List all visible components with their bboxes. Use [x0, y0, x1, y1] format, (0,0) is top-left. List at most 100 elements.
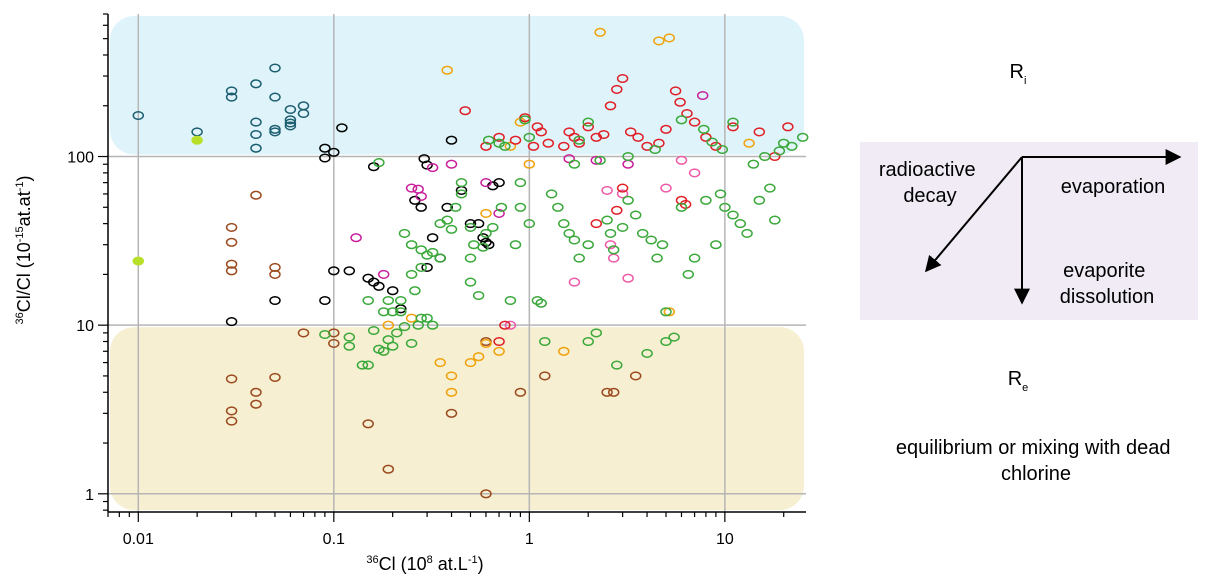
point-s8-77: [636, 228, 649, 238]
point-s0-17: [297, 108, 310, 119]
point-s8-56: [523, 219, 536, 229]
point-s7-24: [669, 86, 682, 96]
point-s8-85: [675, 202, 688, 212]
point-s8-101: [773, 146, 786, 156]
point-s8-69: [590, 328, 603, 338]
point-s7-39: [493, 336, 505, 347]
point-s2-21: [514, 387, 527, 397]
point-s7-16: [604, 101, 617, 111]
point-s0-12: [284, 104, 297, 115]
point-s8-2: [343, 341, 356, 351]
point-s8-93: [734, 219, 747, 229]
point-s8-104: [727, 117, 739, 127]
point-s6-10: [504, 141, 517, 151]
point-s8-49: [495, 202, 508, 212]
point-s8-11: [391, 328, 403, 338]
point-s6-2: [434, 358, 446, 368]
point-s8-80: [651, 253, 663, 263]
point-s8-88: [700, 195, 712, 205]
point-s8-92: [727, 210, 739, 220]
point-s2-9: [225, 416, 238, 426]
point-s3-2: [319, 295, 331, 306]
point-s8-40: [464, 253, 477, 263]
point-s8-36: [449, 202, 462, 212]
point-s8-27: [409, 286, 421, 296]
point-s8-46: [482, 135, 495, 145]
point-s0-9: [269, 92, 281, 102]
point-s7-35: [611, 205, 623, 215]
point-s0-3: [225, 92, 238, 102]
point-s8-22: [386, 307, 399, 317]
point-s2-6: [269, 269, 281, 279]
point-s8-39: [464, 222, 477, 232]
point-s7-38: [679, 199, 692, 209]
point-s8-114: [573, 135, 585, 145]
point-s7-5: [527, 141, 540, 151]
point-s5-5: [616, 189, 629, 199]
point-s3-3: [328, 266, 340, 276]
process-diagram: Ri radioactive decay evaporation evapori…: [860, 61, 1198, 485]
label-equilibrium: equilibrium or mixing with dead chlorine: [896, 437, 1176, 485]
point-s5-4: [607, 253, 620, 263]
point-s3-29: [482, 240, 495, 250]
point-s8-70: [601, 215, 613, 225]
x-tick-label-10: 10: [716, 531, 734, 548]
point-s1-1: [132, 256, 145, 266]
point-s8-82: [660, 307, 672, 317]
point-s7-26: [681, 108, 693, 119]
point-s2-4: [250, 190, 262, 200]
point-s8-100: [796, 132, 809, 142]
point-s8-51: [504, 295, 517, 306]
point-s7-34: [590, 219, 603, 229]
point-s7-19: [624, 127, 637, 137]
point-s8-4: [362, 360, 374, 370]
data-points: [132, 27, 809, 499]
point-s5-9: [688, 168, 701, 178]
point-s7-1: [480, 141, 492, 151]
point-s8-81: [656, 240, 669, 250]
x-tick-label-0.01: 0.01: [123, 531, 154, 548]
point-s8-29: [415, 262, 427, 272]
point-s8-45: [480, 228, 492, 238]
point-s8-12: [395, 307, 407, 317]
point-s8-25: [405, 240, 418, 250]
point-s8-78: [641, 348, 653, 358]
point-s8-65: [568, 235, 581, 245]
point-s0-15: [284, 121, 297, 131]
point-s7-25: [674, 97, 686, 107]
point-s5-6: [622, 273, 634, 283]
point-s3-22: [441, 202, 453, 212]
point-s2-0: [225, 222, 238, 232]
point-s8-24: [398, 228, 411, 238]
point-s7-13: [582, 122, 594, 132]
point-s1-0: [191, 135, 203, 145]
point-s4-7: [480, 178, 492, 188]
arrow-radioactive-decay: [924, 156, 1023, 273]
point-s6-12: [523, 159, 536, 169]
point-s8-63: [558, 219, 570, 229]
point-s3-7: [336, 123, 348, 133]
point-s8-1: [343, 332, 356, 342]
point-s8-95: [753, 195, 766, 205]
point-s2-12: [269, 372, 281, 382]
point-s6-9: [493, 346, 505, 356]
point-s3-1: [269, 295, 281, 306]
point-s7-2: [493, 132, 505, 142]
point-s6-4: [445, 387, 458, 397]
point-s8-90: [714, 189, 727, 199]
point-s2-11: [250, 399, 262, 409]
point-s8-112: [622, 151, 634, 162]
point-s8-44: [477, 242, 489, 252]
point-s7-36: [616, 183, 629, 193]
point-s8-50: [499, 141, 511, 151]
point-s6-13: [558, 346, 570, 356]
point-s8-103: [747, 159, 760, 169]
point-s0-11: [269, 127, 281, 137]
point-s5-3: [604, 240, 617, 250]
point-s3-19: [421, 262, 433, 272]
point-s3-20: [426, 233, 439, 243]
point-s8-52: [509, 240, 522, 250]
point-s7-15: [597, 129, 610, 140]
x-tick-label-0.1: 0.1: [323, 531, 345, 548]
point-s7-12: [573, 138, 585, 148]
